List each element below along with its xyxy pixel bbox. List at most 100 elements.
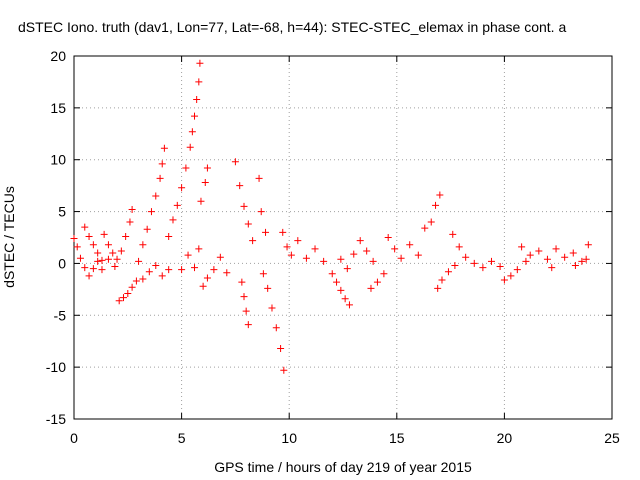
data-point: [165, 232, 173, 240]
data-point: [500, 276, 508, 284]
data-point: [193, 96, 201, 104]
data-point: [561, 253, 569, 261]
data-point: [369, 257, 377, 265]
data-point: [124, 290, 132, 298]
x-tick-label: 15: [389, 430, 405, 446]
data-point: [242, 307, 250, 315]
data-point: [178, 266, 186, 274]
data-point: [406, 241, 414, 249]
data-point: [186, 143, 194, 151]
data-point: [518, 243, 526, 251]
data-point: [216, 253, 224, 261]
data-point: [427, 218, 435, 226]
data-point: [345, 301, 353, 309]
data-point: [152, 262, 160, 270]
data-point: [223, 269, 231, 277]
data-point: [272, 324, 280, 332]
data-point: [188, 128, 196, 136]
y-tick-label: 5: [58, 204, 66, 220]
data-point: [543, 255, 551, 263]
data-points: [70, 59, 592, 374]
data-point: [462, 253, 470, 261]
data-point: [262, 228, 270, 236]
data-point: [244, 321, 252, 329]
data-point: [128, 205, 136, 213]
data-point: [152, 192, 160, 200]
data-point: [397, 254, 405, 262]
data-point: [244, 220, 252, 228]
data-point: [569, 249, 577, 257]
data-point: [81, 223, 89, 231]
data-point: [184, 251, 192, 259]
data-point: [320, 257, 328, 265]
data-point: [311, 245, 319, 253]
data-point: [117, 247, 125, 255]
data-point: [268, 304, 276, 312]
data-point: [89, 265, 97, 273]
data-point: [197, 197, 205, 205]
data-point: [249, 237, 257, 245]
x-tick-label: 20: [497, 430, 513, 446]
data-point: [257, 208, 265, 216]
data-point: [81, 264, 89, 272]
data-point: [195, 245, 203, 253]
data-point: [578, 257, 586, 265]
data-point: [85, 232, 93, 240]
data-point: [302, 254, 310, 262]
data-point: [522, 257, 530, 265]
data-point: [341, 295, 349, 303]
data-point: [479, 264, 487, 272]
data-point: [333, 278, 341, 286]
axis-ticks: 0 5 10 15 20 25 -15 -10 -5 0 5 10 15 20: [46, 48, 620, 446]
y-tick-label: -10: [46, 359, 66, 375]
data-point: [535, 247, 543, 255]
data-point: [238, 278, 246, 286]
data-point: [126, 218, 134, 226]
data-point: [444, 268, 452, 276]
data-point: [470, 259, 478, 267]
data-point: [94, 249, 102, 257]
data-point: [196, 59, 204, 67]
data-point: [100, 230, 108, 238]
data-point: [280, 366, 288, 374]
data-point: [513, 266, 521, 274]
data-point: [156, 174, 164, 182]
data-point: [89, 241, 97, 249]
data-point: [328, 270, 336, 278]
data-point: [165, 266, 173, 274]
data-point: [104, 255, 112, 263]
data-point: [279, 228, 287, 236]
data-point: [160, 144, 168, 152]
data-point: [363, 247, 371, 255]
data-point: [294, 237, 302, 245]
data-point: [343, 265, 351, 273]
data-point: [98, 256, 106, 264]
data-point: [507, 272, 515, 280]
data-point: [337, 255, 345, 263]
data-point: [487, 257, 495, 265]
data-point: [139, 241, 147, 249]
data-point: [350, 250, 358, 258]
data-point: [584, 241, 592, 249]
data-point: [337, 286, 345, 294]
grid-lines: [74, 56, 612, 419]
data-point: [552, 245, 560, 253]
data-point: [356, 237, 364, 245]
data-point: [139, 275, 147, 283]
data-point: [85, 272, 93, 280]
data-point: [147, 208, 155, 216]
data-point: [128, 283, 136, 291]
data-point: [132, 277, 140, 285]
data-point: [449, 230, 457, 238]
data-point: [434, 284, 442, 292]
data-point: [94, 257, 102, 265]
data-point: [73, 243, 81, 251]
data-point: [104, 241, 112, 249]
data-point: [277, 344, 285, 352]
y-axis-label: dSTEC / TECUs: [1, 186, 17, 288]
data-point: [191, 264, 199, 272]
x-tick-label: 10: [281, 430, 297, 446]
data-point: [367, 284, 375, 292]
data-point: [432, 201, 440, 209]
data-point: [421, 224, 429, 232]
